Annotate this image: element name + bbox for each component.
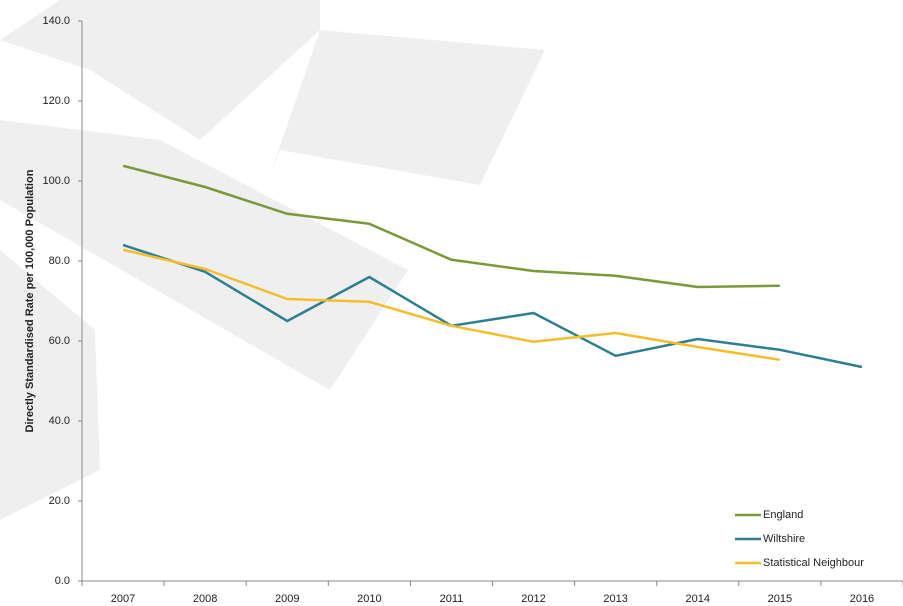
y-axis-label: Directly Standardised Rate per 100,000 P… [24, 169, 36, 432]
x-tick-label: 2009 [275, 593, 299, 605]
series-line [122, 164, 780, 289]
y-tick-label: 20.0 [49, 495, 70, 507]
y-tick-label: 0.0 [55, 575, 70, 587]
x-tick-label: 2007 [111, 593, 135, 605]
x-tick-label: 2014 [686, 593, 710, 605]
watermark [0, 0, 545, 520]
y-tick-label: 100.0 [42, 175, 70, 187]
x-tick-label: 2012 [521, 593, 545, 605]
x-tick-label: 2010 [357, 593, 381, 605]
legend-label: Statistical Neighbour [763, 557, 864, 569]
x-tick-label: 2013 [603, 593, 627, 605]
legend-label: Wiltshire [763, 533, 805, 545]
x-tick-label: 2011 [440, 593, 464, 605]
legend-label: England [763, 509, 803, 521]
y-tick-label: 140.0 [42, 15, 70, 27]
y-tick-label: 60.0 [49, 335, 70, 347]
series-line [122, 248, 781, 362]
y-tick-label: 40.0 [49, 415, 70, 427]
x-tick-label: 2008 [193, 593, 217, 605]
y-tick-label: 120.0 [42, 95, 70, 107]
y-tick-label: 80.0 [49, 255, 70, 267]
series-line [122, 243, 863, 369]
x-tick-label: 2015 [768, 593, 792, 605]
x-tick-label: 2016 [850, 593, 874, 605]
